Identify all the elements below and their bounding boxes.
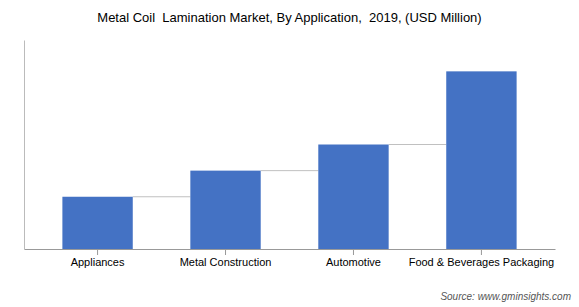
source-note: Source: www.gminsights.com <box>440 291 571 302</box>
x-tick-label: Food & Beverages Packaging <box>409 256 555 268</box>
connector <box>133 196 191 197</box>
bar <box>318 145 388 250</box>
bar <box>62 197 132 249</box>
bar <box>446 71 516 249</box>
bar <box>190 171 260 249</box>
x-tick-label: Appliances <box>71 256 125 268</box>
y-axis-line <box>24 41 25 250</box>
x-tick: Metal Construction <box>180 249 272 268</box>
x-tick-mark <box>353 249 354 255</box>
x-axis-line <box>25 249 556 250</box>
x-tick-mark <box>97 249 98 255</box>
y-axis <box>24 41 25 250</box>
plot-area <box>62 71 516 249</box>
connector <box>261 170 319 171</box>
x-tick: Appliances <box>71 249 125 268</box>
title: Metal Coil Lamination Market, By Applica… <box>97 10 481 25</box>
chart: Appliances Metal Construction Automotive Fo… <box>0 0 579 307</box>
x-tick-mark <box>225 249 226 255</box>
x-tick-mark <box>481 249 482 255</box>
x-tick: Food & Beverages Packaging <box>409 249 555 268</box>
x-tick-label: Automotive <box>326 256 381 268</box>
x-tick-label: Metal Construction <box>180 256 272 268</box>
connector <box>389 144 447 145</box>
x-axis: Appliances Metal Construction Automotive Fo… <box>25 249 556 268</box>
x-tick: Automotive <box>326 249 381 268</box>
